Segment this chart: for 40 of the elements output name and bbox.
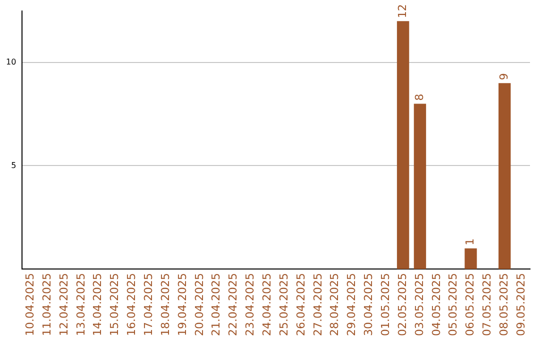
y-tick-label: 5	[11, 160, 16, 170]
x-tick-label: 17.04.2025	[142, 273, 155, 336]
x-tick-label: 29.04.2025	[345, 273, 358, 336]
x-tick-label: 24.04.2025	[260, 273, 274, 336]
x-tick-label: 25.04.2025	[277, 273, 290, 336]
bar	[414, 104, 426, 270]
x-tick-label: 23.04.2025	[244, 273, 257, 336]
bar	[498, 83, 511, 270]
data-label: 12	[396, 4, 409, 18]
x-tick-label: 06.05.2025	[464, 273, 477, 336]
x-tick-label: 30.04.2025	[362, 273, 376, 336]
bar	[464, 248, 477, 270]
x-tick-label: 19.04.2025	[176, 273, 189, 336]
data-label: 1	[464, 238, 477, 246]
x-tick-label: 18.04.2025	[158, 273, 172, 336]
x-tick-label: 21.04.2025	[210, 273, 223, 336]
x-tick-label: 10.04.2025	[24, 273, 37, 336]
x-tick-label: 13.04.2025	[74, 273, 88, 336]
x-tick-label: 22.04.2025	[226, 273, 240, 336]
x-tick-label: 14.04.2025	[91, 273, 104, 336]
y-tick-label: 10	[6, 58, 16, 67]
x-tick-label: 09.05.2025	[514, 273, 528, 336]
x-tick-label: 15.04.2025	[108, 273, 122, 336]
x-tick-label: 11.04.2025	[40, 273, 54, 336]
x-tick-label: 02.05.2025	[396, 273, 409, 336]
data-label: 8	[412, 94, 426, 101]
x-tick-label: 07.05.2025	[480, 273, 494, 336]
x-tick-label: 28.04.2025	[328, 273, 342, 336]
x-tick-label: 16.04.2025	[125, 273, 138, 336]
x-tick-label: 12.04.2025	[57, 273, 70, 336]
x-tick-label: 03.05.2025	[412, 273, 426, 336]
bar	[396, 21, 410, 270]
x-tick-label: 01.05.2025	[378, 273, 392, 336]
x-tick-label: 26.04.2025	[294, 273, 308, 336]
x-tick-label: 05.05.2025	[446, 273, 460, 336]
data-label: 9	[497, 73, 510, 80]
x-tick-label: 04.05.2025	[430, 273, 443, 336]
x-tick-label: 27.04.2025	[311, 273, 324, 336]
x-tick-label: 08.05.2025	[497, 273, 510, 336]
x-tick-label: 20.04.2025	[192, 273, 206, 336]
